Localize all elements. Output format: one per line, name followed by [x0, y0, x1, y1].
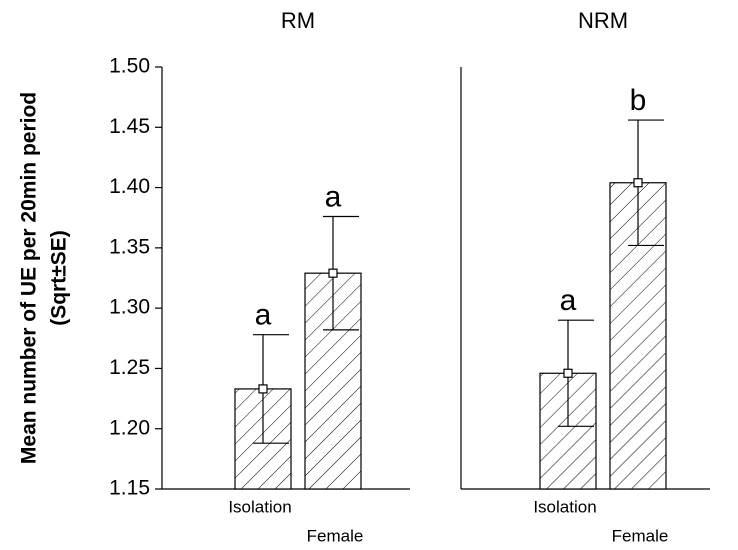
y-axis-label: (Sqrt±SE) — [48, 230, 71, 326]
y-tick-label: 1.15 — [109, 477, 150, 500]
y-tick-label: 1.45 — [109, 115, 150, 138]
panel-title: RM — [281, 8, 315, 33]
mean-marker — [328, 268, 338, 278]
x-tick-label: Isolation — [228, 497, 291, 516]
significance-letter: a — [325, 180, 342, 213]
y-tick-label: 1.40 — [109, 175, 150, 198]
mean-marker — [563, 368, 573, 378]
y-axis-label: Mean number of UE per 20min period — [18, 92, 41, 464]
y-tick-label: 1.20 — [109, 416, 150, 439]
y-tick-label: 1.50 — [109, 55, 150, 78]
x-tick-label: Female — [307, 526, 364, 545]
panel-title: NRM — [578, 8, 628, 33]
x-tick-label: Isolation — [533, 497, 596, 516]
significance-letter: b — [630, 84, 647, 117]
mean-marker — [633, 178, 643, 188]
y-tick-label: 1.35 — [109, 235, 150, 258]
y-tick-label: 1.25 — [109, 356, 150, 379]
significance-letter: a — [255, 299, 272, 332]
mean-marker — [258, 384, 268, 394]
y-tick-label: 1.30 — [109, 296, 150, 319]
significance-letter: a — [560, 284, 577, 317]
x-tick-label: Female — [612, 526, 669, 545]
